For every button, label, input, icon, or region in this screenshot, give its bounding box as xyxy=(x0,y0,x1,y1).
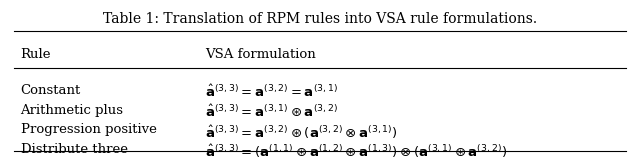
Text: $\hat{\mathbf{a}}^{(3,3)} = \mathbf{a}^{(3,1)} \circledast \mathbf{a}^{(3,2)}$: $\hat{\mathbf{a}}^{(3,3)} = \mathbf{a}^{… xyxy=(205,104,338,121)
Text: Constant: Constant xyxy=(20,84,81,97)
Text: Rule: Rule xyxy=(20,48,51,61)
Text: Arithmetic plus: Arithmetic plus xyxy=(20,104,124,117)
Text: $\hat{\mathbf{a}}^{(3,3)} = (\mathbf{a}^{(1,1)} \circledast \mathbf{a}^{(1,2)} \: $\hat{\mathbf{a}}^{(3,3)} = (\mathbf{a}^… xyxy=(205,143,508,160)
Text: Distribute three: Distribute three xyxy=(20,143,127,156)
Text: $\hat{\mathbf{a}}^{(3,3)} = \mathbf{a}^{(3,2)} = \mathbf{a}^{(3,1)}$: $\hat{\mathbf{a}}^{(3,3)} = \mathbf{a}^{… xyxy=(205,84,338,100)
Text: Table 1: Translation of RPM rules into VSA rule formulations.: Table 1: Translation of RPM rules into V… xyxy=(103,12,537,26)
Text: VSA formulation: VSA formulation xyxy=(205,48,316,61)
Text: $\hat{\mathbf{a}}^{(3,3)} = \mathbf{a}^{(3,2)} \circledast (\mathbf{a}^{(3,2)} \: $\hat{\mathbf{a}}^{(3,3)} = \mathbf{a}^{… xyxy=(205,123,398,141)
Text: Progression positive: Progression positive xyxy=(20,123,156,136)
